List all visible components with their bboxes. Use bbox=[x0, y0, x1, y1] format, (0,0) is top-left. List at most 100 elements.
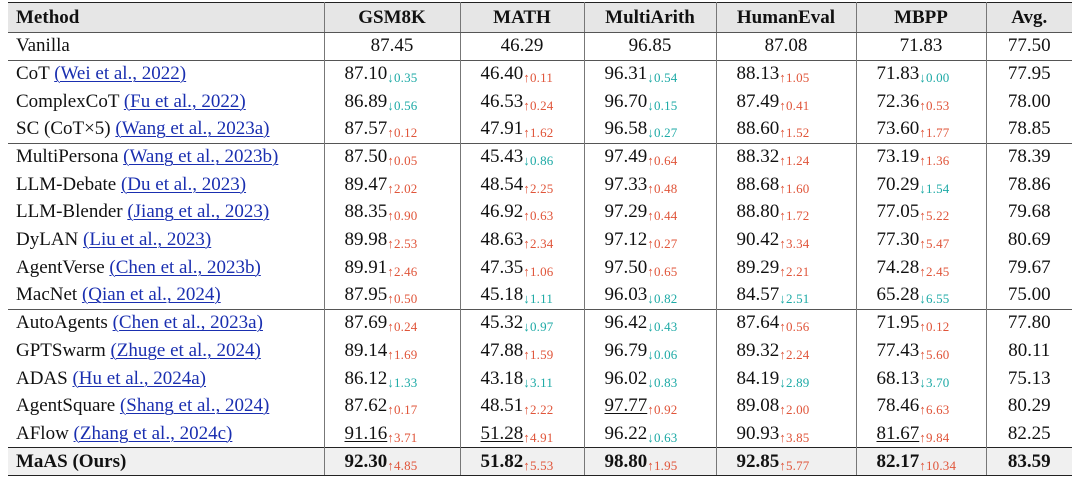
table-row: MultiPersona (Wang et al., 2023b) 87.50↑0… bbox=[8, 142, 1072, 171]
method-cell: MaAS (Ours) bbox=[8, 447, 325, 476]
citation-link: (Wei et al., 2022) bbox=[54, 63, 187, 85]
citation-link: (Liu et al., 2023) bbox=[83, 229, 212, 251]
score-value: 96.22 bbox=[604, 422, 648, 444]
mbpp-cell: 77.30↑5.47 bbox=[856, 226, 987, 254]
score-value: 97.29 bbox=[604, 201, 648, 223]
delta-up: ↑1.72 bbox=[779, 208, 810, 224]
mbpp-cell: 78.46↑6.63 bbox=[856, 392, 987, 421]
method-cell: AgentSquare (Shang et al., 2024) bbox=[8, 392, 325, 421]
mbpp-cell: 73.19↑1.36 bbox=[856, 142, 987, 171]
score-value: 96.70 bbox=[604, 90, 648, 112]
score-value: 90.93 bbox=[736, 422, 780, 444]
method-name: MaAS (Ours) bbox=[16, 450, 127, 472]
score-value: 68.13 bbox=[876, 367, 920, 389]
multiarith-cell: 96.79↓0.06 bbox=[584, 337, 717, 365]
score-value: 74.28 bbox=[876, 256, 920, 278]
humaneval-cell: 87.49↑0.41 bbox=[716, 87, 857, 116]
delta-up: ↑0.63 bbox=[523, 208, 554, 224]
score-value: 97.50 bbox=[604, 256, 648, 278]
delta-down: ↓1.11 bbox=[523, 291, 554, 307]
vanilla-math: 46.29 bbox=[460, 32, 585, 61]
table-row: AgentSquare (Shang et al., 2024) 87.62 ↑0.… bbox=[8, 392, 1072, 421]
vanilla-multiarith: 96.85 bbox=[584, 32, 717, 61]
score-value: 97.77 bbox=[604, 395, 648, 417]
math-cell: 48.51↑2.22 bbox=[460, 392, 585, 421]
delta-down: ↓0.54 bbox=[647, 70, 678, 86]
delta-down: ↓1.54 bbox=[919, 180, 950, 196]
score-value: 87.62 bbox=[344, 395, 388, 417]
math-cell: 45.43↓0.86 bbox=[460, 142, 585, 171]
table-row: SC (CoT×5) (Wang et al., 2023a) 87.57↑0.1… bbox=[8, 115, 1072, 144]
score-value: 87.10 bbox=[344, 63, 388, 85]
header-row: Method GSM8K MATH MultiArith HumanEval M… bbox=[8, 2, 1072, 33]
mbpp-cell: 81.67↑9.84 bbox=[856, 420, 987, 448]
avg-cell: 82.25 bbox=[1007, 422, 1051, 444]
delta-up: ↑6.63 bbox=[919, 402, 950, 418]
math-cell: 43.18↓3.11 bbox=[460, 364, 585, 393]
citation-link: (Fu et al., 2022) bbox=[123, 90, 246, 112]
citation-link: (Qian et al., 2024) bbox=[81, 284, 221, 306]
delta-up: ↑0.11 bbox=[523, 70, 554, 86]
math-cell: 47.91↑1.62 bbox=[460, 115, 585, 144]
gsm8k-cell: 89.91↑2.46 bbox=[324, 254, 461, 282]
table-row: DyLAN (Liu et al., 2023) 89.98↑2.53 48.63↑… bbox=[8, 226, 1072, 254]
delta-up: ↑2.45 bbox=[919, 263, 950, 279]
method-cell: GPTSwarm (Zhuge et al., 2024) bbox=[8, 337, 325, 365]
method-name: AFlow bbox=[16, 422, 69, 444]
mbpp-cell: 74.28↑2.45 bbox=[856, 254, 987, 282]
table-row: ADAS (Hu et al., 2024a) 86.12↓1.33 43.18↓3… bbox=[8, 364, 1072, 393]
score-value: 45.32 bbox=[480, 312, 524, 334]
delta-up: ↑5.22 bbox=[919, 208, 950, 224]
score-value: 97.33 bbox=[604, 173, 648, 195]
score-value: 47.35 bbox=[480, 256, 524, 278]
delta-up: ↑1.05 bbox=[779, 70, 810, 86]
delta-down: ↓0.00 bbox=[919, 70, 950, 86]
delta-up: ↑0.24 bbox=[523, 97, 554, 113]
multiarith-cell: 97.50↑0.65 bbox=[584, 254, 717, 282]
multiarith-cell: 97.33↑0.48 bbox=[584, 170, 717, 199]
score-value: 87.69 bbox=[344, 312, 388, 334]
score-value: 88.68 bbox=[736, 173, 780, 195]
table-row: AFlow (Zhang et al., 2024c) 91.16↑3.71 51.… bbox=[8, 420, 1072, 448]
avg-cell: 78.86 bbox=[1007, 173, 1051, 195]
method-name: LLM-Blender bbox=[16, 201, 123, 223]
method-cell: LLM-Debate (Du et al., 2023) bbox=[8, 170, 325, 199]
delta-down: ↓2.89 bbox=[779, 374, 810, 390]
avg-cell: 79.68 bbox=[1007, 201, 1051, 223]
gsm8k-cell: 91.16↑3.71 bbox=[324, 420, 461, 448]
avg-cell: 80.11 bbox=[1008, 339, 1051, 361]
delta-up: ↑0.65 bbox=[647, 263, 678, 279]
delta-up: ↑0.56 bbox=[779, 319, 810, 335]
score-value: 87.50 bbox=[344, 146, 388, 168]
score-value: 81.67 bbox=[876, 422, 920, 444]
score-value: 88.80 bbox=[736, 201, 780, 223]
score-value: 89.08 bbox=[736, 395, 780, 417]
method-name: GPTSwarm bbox=[16, 339, 106, 361]
gsm8k-cell: 87.10↓0.35 bbox=[324, 59, 461, 88]
method-cell: MacNet (Qian et al., 2024) bbox=[8, 281, 325, 310]
score-value: 89.32 bbox=[736, 339, 780, 361]
method-name: LLM-Debate bbox=[16, 173, 117, 195]
delta-up: ↑0.92 bbox=[647, 402, 678, 418]
table-row: LLM-Blender (Jiang et al., 2023) 88.35↑0.… bbox=[8, 198, 1072, 227]
multiarith-cell: 97.29↑0.44 bbox=[584, 198, 717, 227]
score-value: 46.53 bbox=[480, 90, 524, 112]
score-value: 71.95 bbox=[876, 312, 920, 334]
multiarith-cell: 98.80↑1.95 bbox=[584, 447, 717, 476]
mbpp-cell: 68.13↓3.70 bbox=[856, 364, 987, 393]
humaneval-cell: 88.68↑1.60 bbox=[716, 170, 857, 199]
score-value: 98.80 bbox=[604, 450, 648, 472]
score-value: 91.16 bbox=[344, 422, 388, 444]
ours-row: MaAS (Ours) 92.30↑4.85 51.82↑5.53 98.80↑1.9… bbox=[8, 447, 1072, 476]
citation-link: (Chen et al., 2023b) bbox=[109, 256, 261, 278]
delta-up: ↑5.77 bbox=[779, 457, 810, 473]
humaneval-cell: 90.93↑3.85 bbox=[716, 420, 857, 448]
delta-up: ↑1.24 bbox=[779, 153, 810, 169]
humaneval-cell: 89.32↑2.24 bbox=[716, 337, 857, 365]
delta-up: ↑2.02 bbox=[387, 180, 418, 196]
delta-down: ↓0.82 bbox=[647, 291, 678, 307]
header-math: MATH bbox=[460, 2, 585, 33]
score-value: 86.89 bbox=[344, 90, 388, 112]
avg-cell: 78.85 bbox=[1007, 118, 1051, 140]
